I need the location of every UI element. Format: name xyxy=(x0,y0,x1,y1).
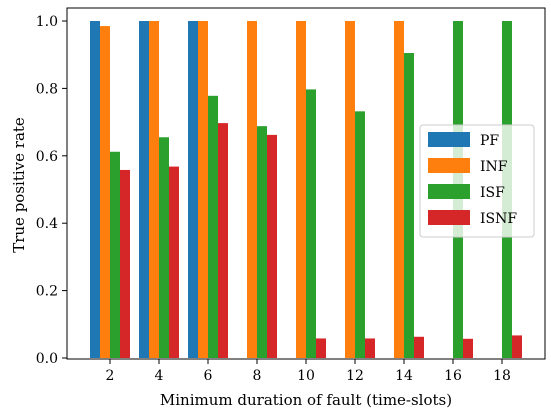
bar-pf-6 xyxy=(188,21,198,358)
x-tick-label-8: 8 xyxy=(253,368,262,384)
bar-isnf-14 xyxy=(414,336,424,358)
bar-isnf-18 xyxy=(512,335,522,358)
bar-inf-10 xyxy=(296,21,306,358)
y-tick-label-0.6: 0.6 xyxy=(36,149,58,165)
bar-isnf-12 xyxy=(365,338,375,358)
legend-swatch-isf xyxy=(428,184,470,199)
legend-label-inf: INF xyxy=(480,159,508,175)
x-tick-label-4: 4 xyxy=(155,368,164,384)
bar-isnf-10 xyxy=(316,338,326,358)
x-tick-label-6: 6 xyxy=(204,368,213,384)
y-tick-label-0.0: 0.0 xyxy=(36,351,58,367)
bar-isnf-2 xyxy=(120,169,130,358)
x-tick-label-12: 12 xyxy=(346,368,364,384)
legend-label-isnf: ISNF xyxy=(480,211,517,227)
legend: PF INF ISF ISNF xyxy=(419,124,535,238)
x-tick-label-2: 2 xyxy=(106,368,115,384)
bar-inf-4 xyxy=(149,21,159,358)
x-axis-label: Minimum duration of fault (time-slots) xyxy=(160,391,452,409)
x-tick-label-14: 14 xyxy=(395,368,413,384)
legend-label-isf: ISF xyxy=(480,185,505,201)
y-tick-label-0.4: 0.4 xyxy=(36,216,58,232)
bar-inf-8 xyxy=(247,21,257,358)
y-axis-label: True positive rate xyxy=(10,117,28,253)
bar-isf-12 xyxy=(355,111,365,358)
legend-swatch-isnf xyxy=(428,210,470,225)
x-tick-label-16: 16 xyxy=(444,368,462,384)
x-tick-label-10: 10 xyxy=(297,368,315,384)
x-tick-label-18: 18 xyxy=(493,368,511,384)
bar-inf-2 xyxy=(100,26,110,359)
bar-isf-8 xyxy=(257,126,267,358)
bar-pf-4 xyxy=(139,21,149,358)
y-tick-label-1.0: 1.0 xyxy=(36,14,58,30)
bar-inf-6 xyxy=(198,21,208,358)
axes-layer: 0.0 0.2 0.4 0.6 0.8 1.0 2 4 6 8 10 12 14 16 18 xyxy=(36,7,546,384)
legend-swatch-inf xyxy=(428,158,470,173)
bar-inf-14 xyxy=(394,21,404,358)
bar-pf-2 xyxy=(90,21,100,358)
bar-isf-2 xyxy=(110,151,120,358)
bar-isnf-6 xyxy=(218,123,228,359)
bar-isnf-16 xyxy=(463,338,473,358)
bar-isf-4 xyxy=(159,137,169,358)
bar-isnf-4 xyxy=(169,166,179,358)
legend-box xyxy=(419,124,535,238)
bar-isf-10 xyxy=(306,89,316,358)
y-tick-label-0.8: 0.8 xyxy=(36,81,58,97)
y-tick-label-0.2: 0.2 xyxy=(36,284,58,300)
bar-isf-14 xyxy=(404,53,414,358)
bar-isf-6 xyxy=(208,95,218,359)
legend-label-pf: PF xyxy=(480,133,499,149)
bar-inf-12 xyxy=(345,21,355,358)
bar-isnf-8 xyxy=(267,134,277,358)
legend-swatch-pf xyxy=(428,132,470,147)
